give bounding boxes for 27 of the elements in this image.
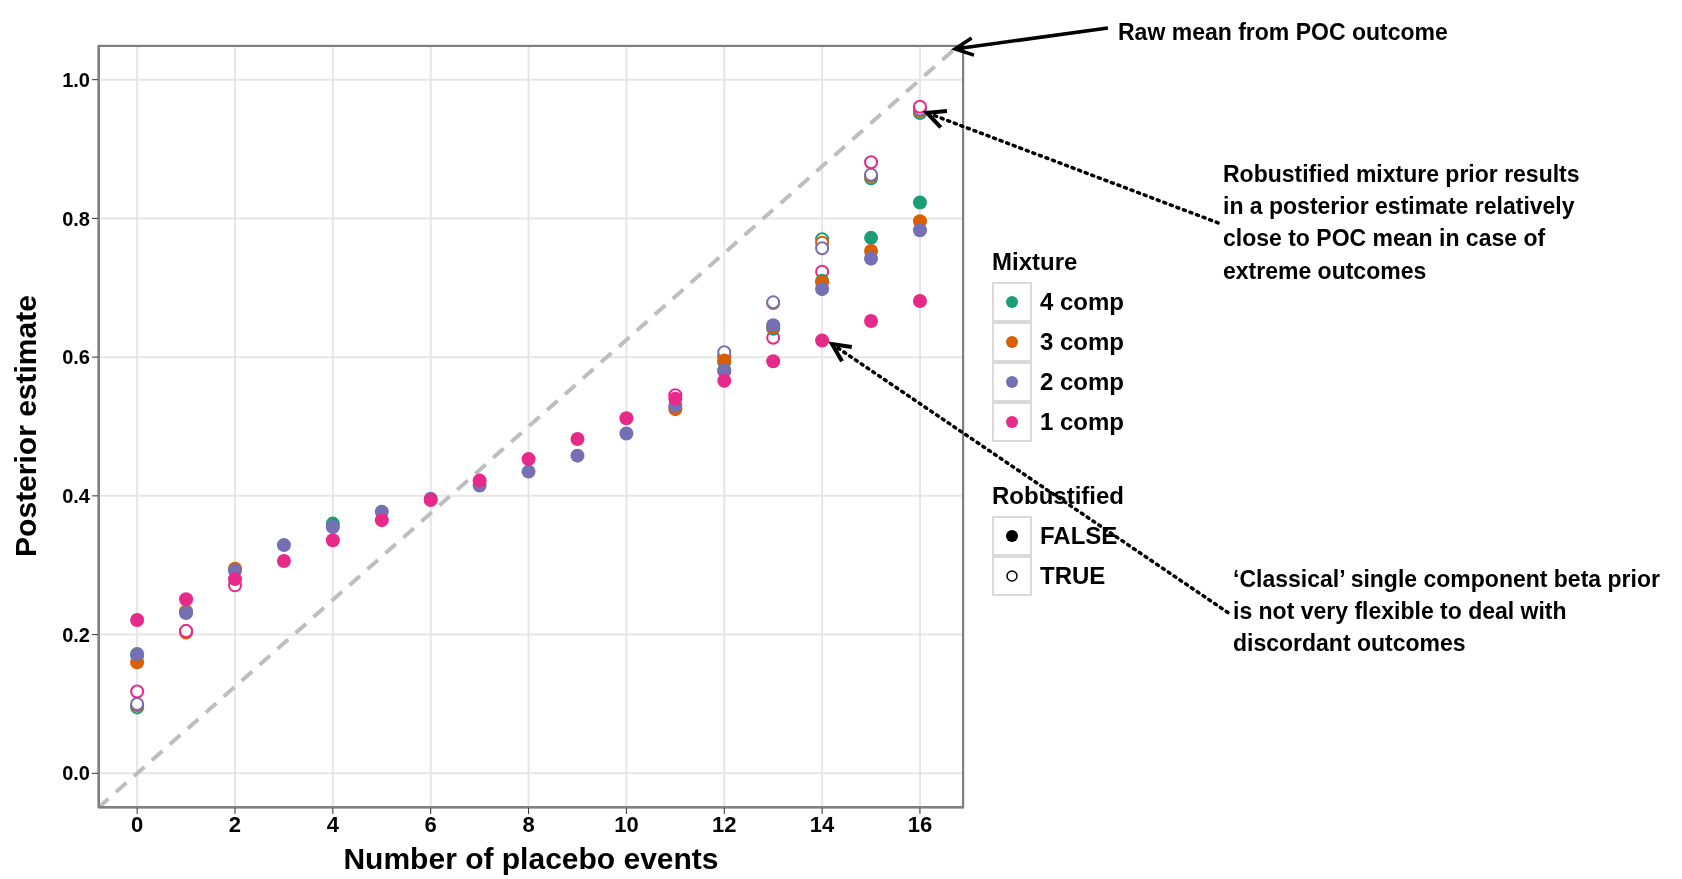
annotation: Raw mean from POC outcome — [1118, 18, 1449, 47]
text: FALSE — [1040, 522, 1118, 550]
y-tick-label: 0.2 — [62, 623, 90, 646]
legend-label: 3 comp — [1040, 328, 1125, 356]
text: ‘Classical’ single component beta prior is not very flexible to deal with discordant outcomes — [1233, 565, 1661, 659]
x-tick-label: 4 — [326, 811, 340, 837]
x-tick-label: 10 — [614, 811, 639, 837]
y-tick-label: 0.0 — [62, 762, 90, 785]
legend-title: Mixture — [992, 248, 1079, 276]
annotation: Robustified mixture prior results in a posterior estimate relatively close to POC mean in case of extreme outcomes — [1223, 160, 1581, 286]
x-tick-label: 14 — [809, 811, 836, 837]
x-tick-label: 12 — [712, 811, 737, 837]
y-axis-title: Posterior estimate — [9, 293, 43, 559]
legend-label: 2 comp — [1040, 368, 1125, 396]
x-axis-title: Number of placebo events — [342, 842, 720, 876]
x-tick-label: 2 — [228, 811, 242, 837]
y-tick-label: 0.8 — [62, 207, 90, 230]
x-tick-label: 16 — [907, 811, 933, 837]
text: TRUE — [1040, 562, 1106, 590]
y-tick-label: 0.6 — [62, 346, 90, 369]
legend-label: 1 comp — [1040, 408, 1125, 436]
x-tick-label: 0 — [131, 811, 144, 837]
x-tick-label: 8 — [522, 811, 535, 837]
legend-label: 4 comp — [1040, 288, 1125, 316]
y-tick-label: 0.4 — [62, 484, 91, 507]
x-tick-label: 6 — [424, 811, 437, 837]
y-tick-label: 1.0 — [62, 68, 90, 91]
